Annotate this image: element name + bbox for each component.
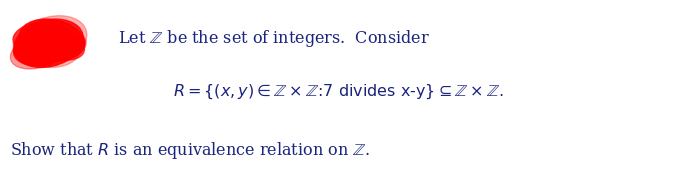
Text: Let $\mathbb{Z}$ be the set of integers.  Consider: Let $\mathbb{Z}$ be the set of integers.… [118,28,430,49]
Ellipse shape [14,28,77,66]
Ellipse shape [26,26,84,60]
Ellipse shape [14,33,63,60]
Ellipse shape [13,16,87,67]
Ellipse shape [13,22,80,67]
Ellipse shape [28,19,86,53]
Ellipse shape [33,33,75,54]
Ellipse shape [10,31,71,69]
Ellipse shape [33,28,84,52]
Ellipse shape [20,19,84,61]
Ellipse shape [23,35,74,62]
Text: Show that $R$ is an equivalence relation on $\mathbb{Z}$.: Show that $R$ is an equivalence relation… [10,140,370,161]
Ellipse shape [14,19,83,67]
Ellipse shape [13,22,71,54]
Text: $R = \{(x, y) \in \mathbb{Z} \times \mathbb{Z}\colon 7 \text{ divides x-y}\} \su: $R = \{(x, y) \in \mathbb{Z} \times \mat… [172,83,504,101]
